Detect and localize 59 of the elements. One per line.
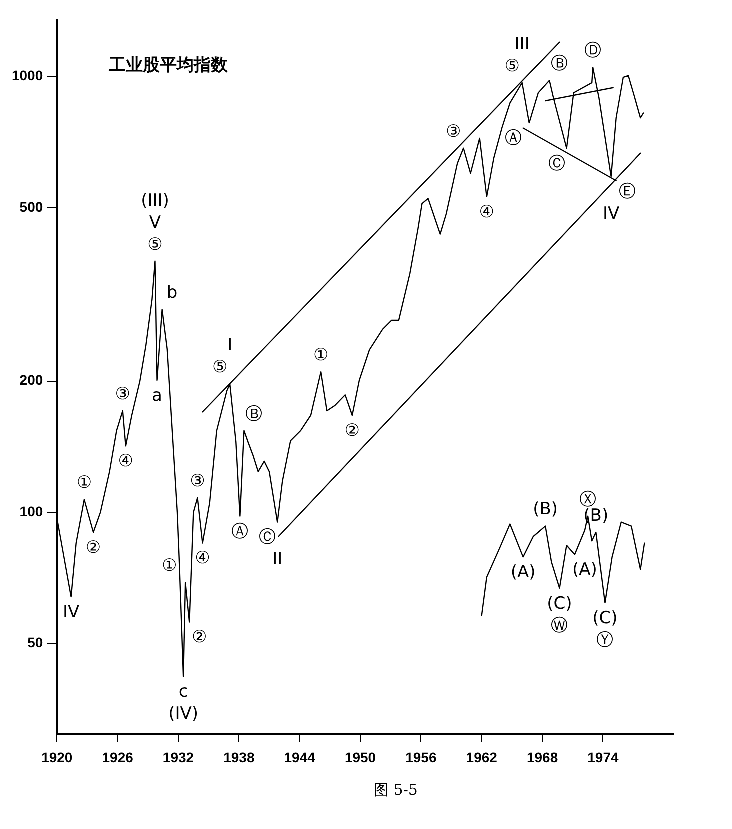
annotation: Ⓑ <box>551 54 568 74</box>
annotation: b <box>166 283 178 304</box>
annotation: Ⓐ <box>504 128 522 149</box>
annotation: III <box>514 34 530 54</box>
y-tick-label: 50 <box>28 634 44 651</box>
annotation: Ⓔ <box>618 182 636 202</box>
y-tick-label: 200 <box>20 372 44 388</box>
annotation: ③ <box>446 122 462 142</box>
x-tick-label: 1944 <box>284 749 316 766</box>
x-tick-label: 1956 <box>406 749 437 766</box>
x-tick-label: 1926 <box>102 749 134 766</box>
annotation: II <box>272 550 283 570</box>
y-tick-label: 500 <box>20 198 44 215</box>
annotation: (C) <box>592 608 618 628</box>
x-tick-label: 1920 <box>42 749 73 766</box>
annotation: (B) <box>584 506 609 526</box>
y-tick-label: 1000 <box>12 68 44 84</box>
annotation: a <box>152 386 162 406</box>
x-tick-label: 1938 <box>224 749 255 766</box>
annotation: Ⓦ <box>551 616 568 636</box>
annotation: (IV) <box>168 704 199 724</box>
annotation: Ⓒ <box>548 154 566 174</box>
annotation: ⑤ <box>148 234 163 255</box>
text: 工业股平均指数 <box>108 55 230 76</box>
annotation: ① <box>162 556 178 576</box>
caption: 图 5-5 <box>373 781 419 800</box>
annotation: c <box>178 682 188 702</box>
x-tick-label: 1950 <box>344 749 376 766</box>
annotation: Ⓐ <box>232 522 249 542</box>
annotation: ⑤ <box>504 56 520 76</box>
annotation: (B) <box>533 500 558 520</box>
annotation: ④ <box>195 548 210 569</box>
annotation: ① <box>313 346 329 366</box>
annotation: Ⓓ <box>584 41 602 62</box>
annotation: (A) <box>572 560 598 580</box>
annotation: IV <box>602 204 620 224</box>
annotation: Ⓑ <box>246 404 263 424</box>
annotation: Ⓒ <box>259 528 276 548</box>
annotation: ③ <box>115 384 130 404</box>
annotation: ② <box>86 538 102 558</box>
annotation: ④ <box>479 202 495 222</box>
annotation: ① <box>76 473 92 494</box>
x-tick-label: 1974 <box>588 749 619 766</box>
annotation: IV <box>62 602 80 622</box>
x-tick-label: 1962 <box>466 749 498 766</box>
annotation: V <box>149 212 162 233</box>
annotation: I <box>228 336 233 356</box>
annotation: ② <box>192 628 208 648</box>
annotation: (A) <box>510 562 536 583</box>
annotation: ⑤ <box>212 358 228 378</box>
x-tick-label: 1932 <box>162 749 194 766</box>
annotation: Ⓨ <box>596 630 614 650</box>
annotation: (C) <box>547 594 572 614</box>
annotation: (III) <box>141 190 170 211</box>
annotation: ② <box>344 420 360 441</box>
annotation: ③ <box>190 471 206 492</box>
x-tick-label: 1968 <box>526 749 558 766</box>
y-tick-label: 100 <box>20 503 44 520</box>
annotation: ④ <box>118 452 134 472</box>
